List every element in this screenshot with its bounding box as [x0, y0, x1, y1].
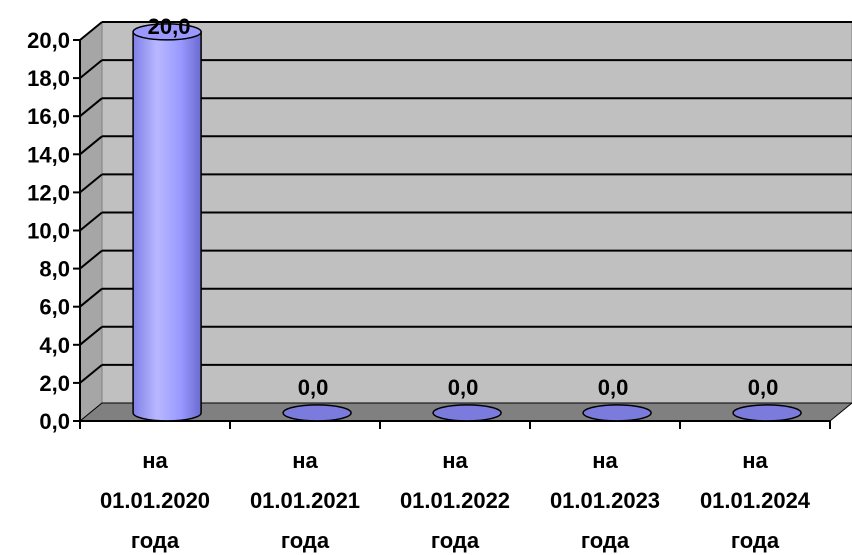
bar-top [732, 404, 802, 422]
x-tick-label-line: года [281, 528, 330, 553]
x-tick-label-line: 01.01.2021 [250, 488, 360, 513]
gridline-side [79, 249, 103, 270]
x-tick-label: на 01.01.2020 года [100, 448, 210, 553]
bar [582, 404, 652, 422]
data-label: 20,0 [148, 14, 191, 39]
y-tick-label: 18,0 [27, 66, 70, 91]
x-tick-label: на 01.01.2024 года [700, 448, 811, 553]
gridline-side [79, 326, 103, 346]
y-tick-label: 12,0 [27, 180, 70, 205]
y-tick-labels: 0,0 2,0 4,0 6,0 8,0 10,0 12,0 14,0 16,0 18,0 20,0 [27, 28, 70, 434]
x-tick-label-line: 01.01.2022 [400, 488, 510, 513]
axes [73, 39, 831, 429]
x-tick-label-line: на [742, 448, 768, 473]
data-label: 0,0 [598, 375, 629, 400]
x-tick-label-line: года [581, 528, 630, 553]
y-tick-label: 6,0 [39, 295, 70, 320]
bar [282, 404, 352, 422]
gridline-side [79, 59, 103, 79]
data-label: 0,0 [298, 375, 329, 400]
bar-body [132, 31, 202, 422]
x-tick-label-line: 01.01.2024 [700, 488, 811, 513]
data-label: 0,0 [448, 375, 479, 400]
bars [132, 23, 802, 422]
x-tick-label-line: на [292, 448, 318, 473]
bar [732, 404, 802, 422]
y-tick-label: 10,0 [27, 219, 70, 244]
gridline-side [79, 364, 103, 384]
x-tick-label-line: 01.01.2023 [550, 488, 660, 513]
y-tick-label: 4,0 [39, 333, 70, 358]
x-tick-label-line: 01.01.2020 [100, 488, 210, 513]
x-tick-label: на 01.01.2021 года [250, 448, 360, 553]
x-tick-label-line: на [142, 448, 168, 473]
y-tick-label: 16,0 [27, 104, 70, 129]
y-tick-label: 8,0 [39, 257, 70, 282]
data-label: 0,0 [748, 375, 779, 400]
bar-top [432, 404, 502, 422]
gridline-side [79, 21, 103, 41]
gridline-side [79, 173, 103, 194]
bar-top [132, 23, 202, 41]
bar-top [582, 404, 652, 422]
y-tick-label: 20,0 [27, 28, 70, 53]
x-tick-label-line: на [442, 448, 468, 473]
gridline-side [79, 135, 103, 156]
bar [432, 404, 502, 422]
gridline-side [79, 287, 103, 308]
x-tick-label: на 01.01.2022 года [400, 448, 510, 553]
gridline-side [79, 211, 103, 232]
x-tick-label-line: года [431, 528, 480, 553]
x-tick-labels: на 01.01.2020 года на 01.01.2021 года на 01.01.… [100, 448, 811, 553]
x-tick-label-line: года [131, 528, 180, 553]
bar-top [282, 404, 352, 422]
y-tick-label: 0,0 [39, 409, 70, 434]
x-tick-label-line: года [731, 528, 780, 553]
y-tick-label: 14,0 [27, 142, 70, 167]
data-labels: 20,0 0,0 0,0 0,0 0,0 [148, 14, 779, 400]
gridlines [79, 21, 852, 384]
x-tick-label-line: на [592, 448, 618, 473]
y-tick-label: 2,0 [39, 371, 70, 396]
gridline-side [79, 97, 103, 117]
bar [132, 23, 202, 422]
x-tick-label: на 01.01.2023 года [550, 448, 660, 553]
